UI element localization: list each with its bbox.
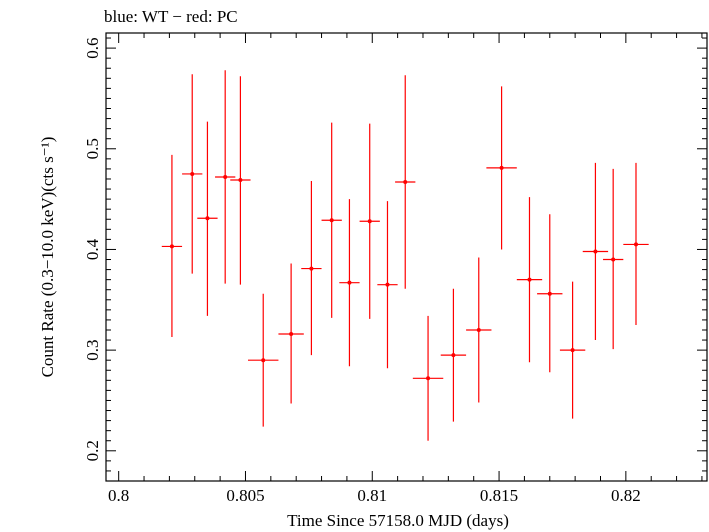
y-tick-label: 0.2 [83,440,102,461]
point-marker [633,242,638,247]
point-marker [385,282,390,287]
data-series [161,70,649,441]
point-marker [451,353,456,358]
plot-frame [105,32,708,482]
data-point [440,288,467,422]
data-point [537,214,563,373]
data-point [603,168,624,350]
point-marker [169,244,174,249]
point-marker [261,358,266,363]
point-marker [238,177,243,182]
data-point [359,123,380,319]
x-axis-label: Time Since 57158.0 MJD (days) [287,511,509,530]
data-point [377,201,398,369]
x-tick-label: 0.805 [226,486,264,505]
y-tick-label: 0.6 [83,37,102,58]
point-marker [223,174,228,179]
data-point [412,315,444,441]
data-point [559,281,586,419]
data-point [486,86,517,250]
point-marker [347,280,352,285]
point-marker [476,327,481,332]
data-point [215,70,236,284]
x-tick-label: 0.82 [611,486,641,505]
data-point [466,257,492,403]
data-point [278,263,304,404]
data-point [516,197,543,363]
x-tick-label: 0.815 [480,486,518,505]
chart-title: blue: WT − red: PC [104,7,238,26]
y-tick-label: 0.3 [83,339,102,360]
data-point [230,76,251,285]
point-marker [611,257,616,262]
data-point [197,121,218,316]
y-tick-label: 0.5 [83,138,102,159]
data-point [339,199,360,367]
point-marker [547,291,552,296]
point-marker [403,179,408,184]
data-point [623,162,649,325]
data-point [182,74,203,274]
point-marker [205,216,210,221]
point-marker [570,348,575,353]
point-marker [190,171,195,176]
y-tick-label: 0.4 [83,238,102,260]
point-marker [527,277,532,282]
data-point [301,180,322,356]
x-tick-label: 0.8 [108,486,129,505]
x-axis: 0.8 0.805 0.81 0.815 0.82 [108,33,703,505]
point-marker [289,332,294,337]
data-point [395,75,416,289]
point-marker [309,266,314,271]
data-point [248,293,279,427]
point-marker [499,165,504,170]
data-point [321,122,342,318]
y-axis-label: Count Rate (0.3−10.0 keV)(cts s⁻¹) [38,137,57,378]
x-tick-label: 0.81 [357,486,387,505]
point-marker [593,249,598,254]
point-marker [367,219,372,224]
point-marker [426,376,431,381]
point-marker [329,218,334,223]
data-point [161,154,183,338]
data-point [582,162,609,341]
y-axis: 0.2 0.3 0.4 0.5 0.6 [83,37,707,472]
